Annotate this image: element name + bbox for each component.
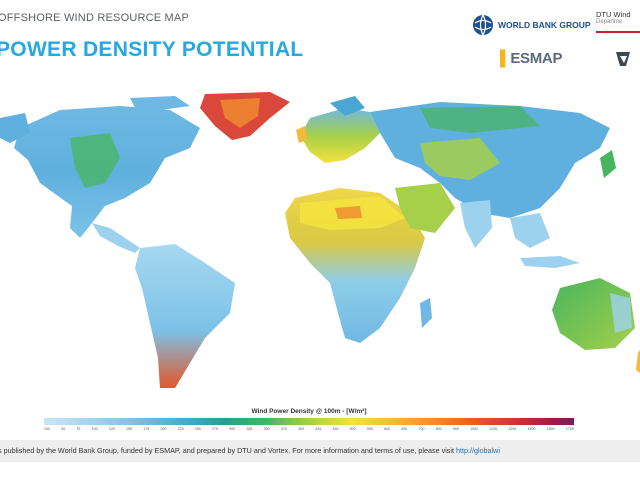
world-bank-label: WORLD BANK GROUP [498,20,591,30]
legend-tick-label: 650 [401,427,408,431]
legend-tick-label: 425 [315,427,322,431]
legend-tick-label: 275 [212,427,219,431]
legend-tick-label: 250 [194,427,201,431]
india [460,200,492,248]
europe [300,108,380,163]
legend-tick-label: 550 [366,427,373,431]
legend-tick-label: 1200 [508,427,517,431]
world-map-svg [0,92,640,388]
legend-tick-label: 500 [349,427,356,431]
legend-tick-label: 600 [384,427,391,431]
legend-tick-label: 125 [108,427,115,431]
australia-east [610,293,632,333]
legend-tick-label: 800 [435,427,442,431]
dtu-rule [596,31,640,33]
scandinavia [330,96,365,116]
legend-tick-label: 1000 [470,427,479,431]
vortex-logo [616,52,630,66]
legend-color-bar [44,418,574,425]
legend-tick-label: 1100 [489,427,498,431]
arabia [395,183,455,233]
esmap-logo: ▌ESMAP [500,50,562,67]
legend-tick-label: 1700 [565,427,574,431]
legend-tick-label: 375 [280,427,287,431]
dtu-sublabel: Departme [596,19,623,25]
legend-tick-label: 75 [76,427,81,431]
legend-tick-label: 400 [298,427,305,431]
esmap-label: ▌ESMAP [500,50,563,67]
world-bank-logo: WORLD BANK GROUP [472,12,591,38]
globe-icon [473,14,493,36]
header: OFFSHORE WIND RESOURCE MAP POWER DENSITY… [0,0,640,88]
siberia [420,106,540,133]
southeast-asia [510,213,550,248]
south-america [135,244,235,388]
dtu-logo: DTU Wind Departme [596,10,640,33]
legend-tick-label: 325 [246,427,253,431]
legend-tick-label: 350 [263,427,270,431]
arctic-islands [130,96,190,110]
alaska [0,113,30,143]
central-asia [420,138,500,180]
legend-tick-label: 900 [452,427,459,431]
dtu-label: DTU Wind [596,10,631,19]
legend-tick-label: 225 [177,427,184,431]
madagascar [420,298,432,328]
map-title: POWER DENSITY POTENTIAL [0,38,304,61]
legend-tick-label: 1500 [546,427,555,431]
legend-tick-label: 200 [160,427,167,431]
legend-tick-label: 450 [332,427,339,431]
legend-tick-label: 50 [61,427,66,431]
legend-tick-label: 150 [126,427,133,431]
legend-tick-label: 100 [91,427,98,431]
legend-tick-label: 300 [229,427,236,431]
uk [296,126,307,143]
map-kicker: OFFSHORE WIND RESOURCE MAP [0,12,189,24]
central-america [92,223,140,253]
indonesia [520,256,580,268]
new-zealand [636,350,640,373]
legend-ticks: 100 50 75 100 125 150 175 200 225 250 275 300 325 350… [44,427,574,431]
japan [600,150,616,178]
north-america-plains [70,133,120,188]
greenland-interior [220,98,260,128]
world-map [0,88,640,400]
legend-tick-label: 175 [143,427,150,431]
legend-tick-label: 1300 [527,427,536,431]
footer-text: s published by the World Bank Group, fun… [0,446,500,455]
footer: s published by the World Bank Group, fun… [0,440,640,462]
sahara-hot [335,206,362,219]
legend-tick-label: 700 [418,427,425,431]
legend-title: Wind Power Density @ 100m - [W/m²] [251,408,367,415]
legend-tick-label: 100 [44,427,50,431]
footer-link[interactable]: http://globalwi [455,446,500,455]
legend: Wind Power Density @ 100m - [W/m²] 100 50… [44,408,574,436]
